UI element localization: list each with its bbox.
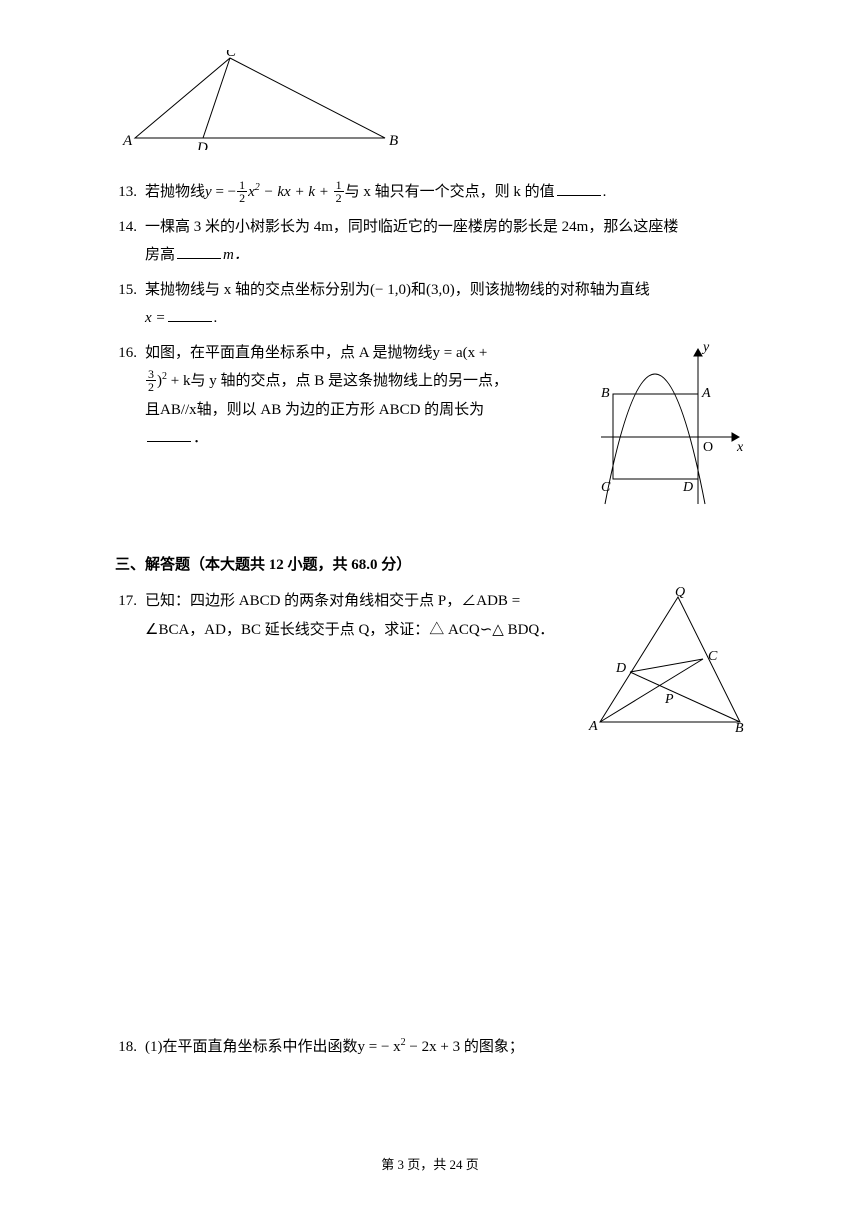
footer-total: 24	[450, 1157, 463, 1172]
page-footer: 第 3 页，共 24 页	[0, 1153, 860, 1178]
q14-l2a: 房高	[145, 247, 175, 263]
qnum-15: 15.	[115, 276, 145, 333]
q18-t2: − 2x + 3 的图象；	[406, 1039, 524, 1055]
label-C: C	[226, 50, 237, 60]
footer-post: 页	[463, 1157, 479, 1172]
question-14: 14. 一棵高 3 米的小树影长为 4m，同时临近它的一座楼房的影长是 24m，…	[115, 213, 745, 270]
qbody-17: 已知：四边形 ABCD 的两条对角线相交于点 P，∠ADB = ∠BCA，AD，…	[145, 587, 745, 737]
triangle-svg: A B C D	[115, 50, 405, 150]
spacer	[115, 743, 745, 1033]
q13-x: x	[248, 184, 255, 200]
question-16: 16. 如图，在平面直角坐标系中，点 A 是抛物线y = a(x + 32)2 …	[115, 339, 745, 509]
q13-mid2: − kx + k +	[260, 184, 333, 200]
qbody-16: 如图，在平面直角坐标系中，点 A 是抛物线y = a(x + 32)2 + k与…	[145, 339, 745, 509]
label-B: B	[389, 133, 398, 149]
q16-blank[interactable]	[147, 427, 191, 442]
section-heading-3: 三、解答题（本大题共 12 小题，共 68.0 分）	[115, 551, 745, 580]
figure-quadrilateral: Q A B C D P	[585, 587, 745, 737]
q14-l2b: m．	[223, 247, 249, 263]
question-17: 17. 已知：四边形 ABCD 的两条对角线相交于点 P，∠ADB = ∠BCA…	[115, 587, 745, 737]
q16-l4: ．	[193, 430, 208, 446]
footer-pre: 第	[381, 1157, 397, 1172]
q13-f1d: 2	[237, 192, 247, 204]
pt-B17: B	[735, 721, 744, 736]
q13-blank[interactable]	[557, 181, 601, 196]
label-D: D	[196, 140, 208, 150]
figure-parabola: y x O A B C D	[593, 339, 745, 509]
footer-mid: 页，共	[404, 1157, 450, 1172]
qnum-14: 14.	[115, 213, 145, 270]
axis-y-label: y	[701, 340, 710, 355]
q15-l1: 某抛物线与 x 轴的交点坐标分别为(− 1,0)和(3,0)，则该抛物线的对称轴…	[145, 276, 745, 305]
pt-A: A	[701, 386, 711, 401]
question-18: 18. (1)在平面直角坐标系中作出函数y = − x2 − 2x + 3 的图…	[115, 1033, 745, 1062]
pt-B: B	[601, 386, 610, 401]
q16-l2b: + k与 y 轴的交点，点 B 是这条抛物线上的另一点，	[167, 373, 508, 389]
q13-pre: 若抛物线	[145, 184, 205, 200]
origin-label: O	[703, 440, 713, 455]
q13-eq: = −	[212, 184, 236, 200]
qbody-13: 若抛物线y = −12x2 − kx + k + 12与 x 轴只有一个交点，则…	[145, 178, 745, 207]
q13-end: .	[603, 184, 607, 200]
pt-P: P	[664, 692, 674, 707]
pt-Q: Q	[675, 587, 685, 600]
qnum-17: 17.	[115, 587, 145, 737]
figure-triangle-top: A B C D	[115, 50, 745, 150]
axis-x-label: x	[736, 440, 744, 455]
qnum-18: 18.	[115, 1033, 145, 1062]
pt-C17: C	[708, 649, 718, 664]
qbody-14: 一棵高 3 米的小树影长为 4m，同时临近它的一座楼房的影长是 24m，那么这座…	[145, 213, 745, 270]
q15-l2b: .	[214, 310, 218, 326]
pt-D17: D	[615, 661, 626, 676]
q16-fd: 2	[146, 381, 156, 393]
q14-blank[interactable]	[177, 244, 221, 259]
q17-l2: ∠BCA，AD，BC 延长线交于点 Q，求证：△ ACQ∽△ BDQ．	[145, 616, 573, 645]
question-13: 13. 若抛物线y = −12x2 − kx + k + 12与 x 轴只有一个…	[115, 178, 745, 207]
pt-D: D	[682, 480, 693, 495]
q13-f2d: 2	[334, 192, 344, 204]
qnum-16: 16.	[115, 339, 145, 509]
pt-A17: A	[588, 719, 598, 734]
q16-l3: 且AB//x轴，则以 AB 为边的正方形 ABCD 的周长为	[145, 396, 581, 425]
q14-l1: 一棵高 3 米的小树影长为 4m，同时临近它的一座楼房的影长是 24m，那么这座…	[145, 213, 745, 242]
q15-l2a: x =	[145, 310, 166, 326]
q15-blank[interactable]	[168, 307, 212, 322]
q13-post: 与 x 轴只有一个交点，则 k 的值	[345, 184, 555, 200]
q16-l1: 如图，在平面直角坐标系中，点 A 是抛物线y = a(x +	[145, 345, 487, 361]
question-15: 15. 某抛物线与 x 轴的交点坐标分别为(− 1,0)和(3,0)，则该抛物线…	[115, 276, 745, 333]
label-A: A	[122, 133, 133, 149]
q18-t1: (1)在平面直角坐标系中作出函数y = − x	[145, 1039, 401, 1055]
q17-l1: 已知：四边形 ABCD 的两条对角线相交于点 P，∠ADB =	[145, 587, 573, 616]
qnum-13: 13.	[115, 178, 145, 207]
pt-C: C	[601, 480, 611, 495]
qbody-15: 某抛物线与 x 轴的交点坐标分别为(− 1,0)和(3,0)，则该抛物线的对称轴…	[145, 276, 745, 333]
qbody-18: (1)在平面直角坐标系中作出函数y = − x2 − 2x + 3 的图象；	[145, 1033, 745, 1062]
q13-y: y	[205, 184, 212, 200]
